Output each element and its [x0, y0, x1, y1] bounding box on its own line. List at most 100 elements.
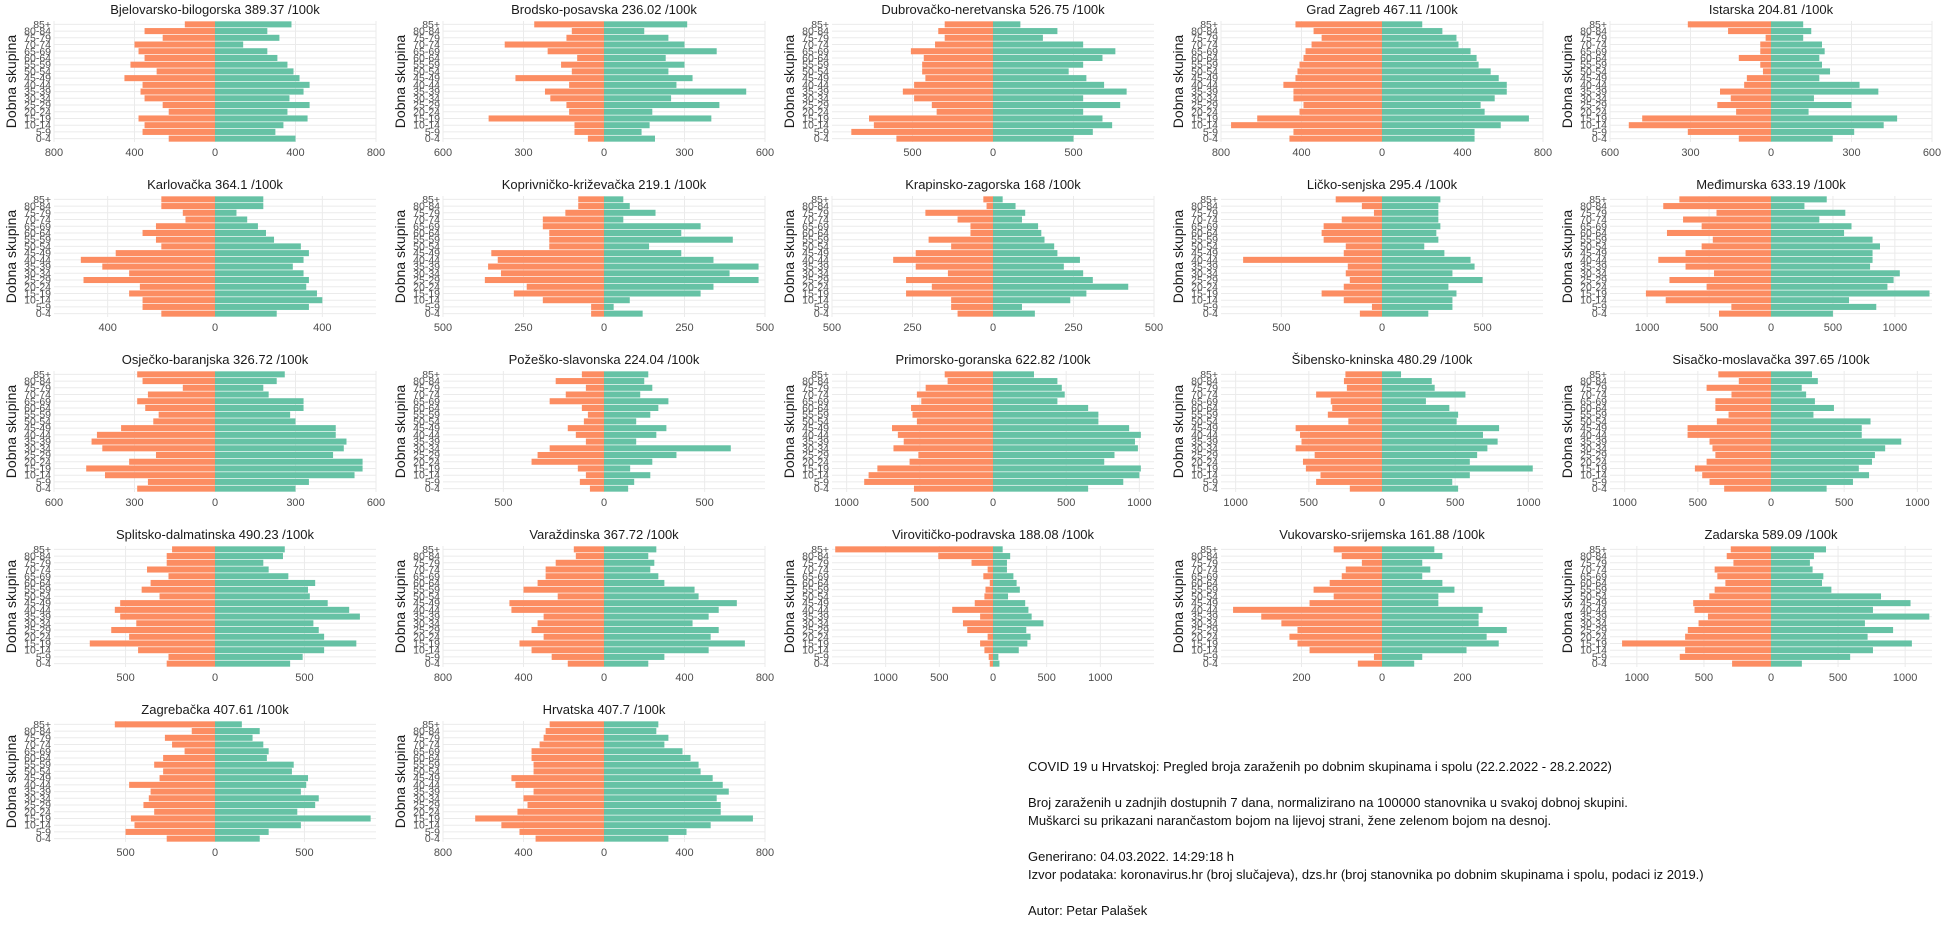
age-tick-label: 50-54 — [1580, 416, 1607, 428]
female-bar — [1771, 586, 1832, 593]
x-tick-label: 800 — [367, 147, 385, 159]
male-bar — [504, 41, 604, 48]
male-bar — [1709, 478, 1771, 485]
age-tick-label: 55-59 — [24, 759, 51, 771]
male-bar — [587, 135, 604, 142]
female-bar — [1382, 445, 1488, 452]
age-tick-label: 25-29 — [1191, 450, 1218, 462]
age-tick-label: 25-29 — [1191, 625, 1218, 637]
male-bar — [925, 75, 993, 82]
panel-title: Dubrovačko-neretvanska 526.75 /100k — [881, 2, 1105, 17]
age-tick-label: 75-79 — [24, 732, 51, 744]
age-tick-label: 85+ — [811, 544, 829, 556]
pyramid-svg: Bjelovarsko-bilogorska 389.37 /100k Dobna… — [3, 2, 385, 159]
age-tick-label: 30-34 — [1580, 268, 1607, 280]
male-bar — [150, 788, 215, 795]
male-bar — [896, 135, 993, 142]
age-tick-label: 50-54 — [802, 241, 829, 253]
female-bar — [215, 216, 248, 223]
age-tick-label: 30-34 — [802, 93, 829, 105]
age-tick-label: 45-49 — [1580, 248, 1607, 260]
female-bar — [604, 546, 657, 553]
pyramid-panel: Osječko-baranjska 326.72 /100k Dobna skup… — [0, 350, 386, 522]
male-bar — [1728, 411, 1771, 418]
age-tick-label: 20-24 — [413, 631, 440, 643]
pyramid-panel: Vukovarsko-srijemska 161.88 /100k Dobna s… — [1167, 525, 1553, 697]
female-bar — [1771, 115, 1898, 122]
female-bar — [1771, 102, 1852, 109]
male-bar — [1760, 61, 1771, 68]
male-bar — [1361, 203, 1382, 210]
female-bar — [1382, 566, 1431, 573]
x-tick-label: 500 — [1300, 497, 1318, 509]
caption-description-2: Muškarci su prikazani narančastom bojom … — [1028, 813, 1552, 828]
age-tick-label: 15-19 — [24, 638, 51, 650]
age-tick-label: 5-9 — [814, 126, 829, 138]
female-bar — [993, 196, 1003, 203]
pyramid-panel: Krapinsko-zagorska 168 /100k Dobna skupin… — [778, 175, 1164, 347]
female-bar — [215, 68, 294, 75]
female-bar — [1771, 391, 1807, 398]
female-bar — [215, 546, 285, 553]
female-bar — [993, 209, 1026, 216]
age-tick-label: 15-19 — [413, 113, 440, 125]
pyramid-svg: Osječko-baranjska 326.72 /100k Dobna skup… — [3, 352, 385, 509]
age-tick-label: 80-84 — [24, 201, 51, 213]
female-bar — [1382, 68, 1491, 75]
x-tick-label: 500 — [295, 672, 313, 684]
female-bar — [1771, 297, 1850, 304]
age-tick-label: 5-9 — [1592, 476, 1607, 488]
female-bar — [215, 566, 269, 573]
panel-title: Osječko-baranjska 326.72 /100k — [122, 352, 309, 367]
male-bar — [1321, 229, 1382, 236]
age-tick-label: 65-69 — [413, 571, 440, 583]
female-bar — [215, 808, 298, 815]
female-bar — [993, 297, 1071, 304]
male-bar — [1320, 472, 1382, 479]
x-tick-label: 300 — [1681, 147, 1699, 159]
age-tick-label: 50-54 — [1191, 66, 1218, 78]
male-bar — [1243, 256, 1382, 263]
male-bar — [1300, 431, 1382, 438]
female-bar — [215, 465, 363, 472]
age-tick-label: 60-64 — [413, 227, 440, 239]
female-bar — [215, 620, 314, 627]
age-tick-label: 45-49 — [1191, 73, 1218, 85]
pyramid-svg: Zadarska 589.09 /100k Dobna skupina 1000 50… — [1559, 527, 1932, 684]
age-tick-label: 75-79 — [413, 207, 440, 219]
male-bar — [1736, 108, 1771, 115]
male-bar — [1314, 452, 1382, 459]
male-bar — [1701, 243, 1771, 250]
age-tick-label: 0-4 — [1592, 658, 1607, 670]
age-tick-label: 35-39 — [413, 611, 440, 623]
female-bar — [1382, 452, 1478, 459]
age-tick-label: 70-74 — [413, 389, 440, 401]
age-tick-label: 5-9 — [36, 476, 51, 488]
male-bar — [1738, 135, 1771, 142]
female-bar — [604, 640, 745, 647]
age-tick-label: 50-54 — [802, 416, 829, 428]
age-tick-label: 15-19 — [1191, 113, 1218, 125]
age-tick-label: 30-34 — [413, 268, 440, 280]
male-bar — [543, 734, 604, 741]
x-tick-label: 0 — [990, 322, 996, 334]
x-tick-label: 800 — [434, 847, 452, 859]
male-bar — [129, 781, 215, 788]
x-tick-label: 800 — [1212, 147, 1230, 159]
age-tick-label: 0-4 — [425, 133, 440, 145]
x-tick-label: 600 — [45, 497, 63, 509]
male-bar — [1289, 135, 1382, 142]
female-bar — [1771, 378, 1818, 385]
female-bar — [993, 310, 1035, 317]
x-tick-label: 250 — [514, 322, 532, 334]
age-tick-label: 65-69 — [802, 396, 829, 408]
age-tick-label: 10-14 — [413, 820, 440, 832]
age-tick-label: 50-54 — [1580, 591, 1607, 603]
age-tick-label: 15-19 — [802, 463, 829, 475]
age-tick-label: 85+ — [33, 19, 51, 31]
female-bar — [1382, 303, 1453, 310]
female-bar — [1382, 640, 1499, 647]
female-bar — [993, 135, 1074, 142]
x-tick-label: 1000 — [834, 497, 858, 509]
x-tick-label: 400 — [514, 672, 532, 684]
